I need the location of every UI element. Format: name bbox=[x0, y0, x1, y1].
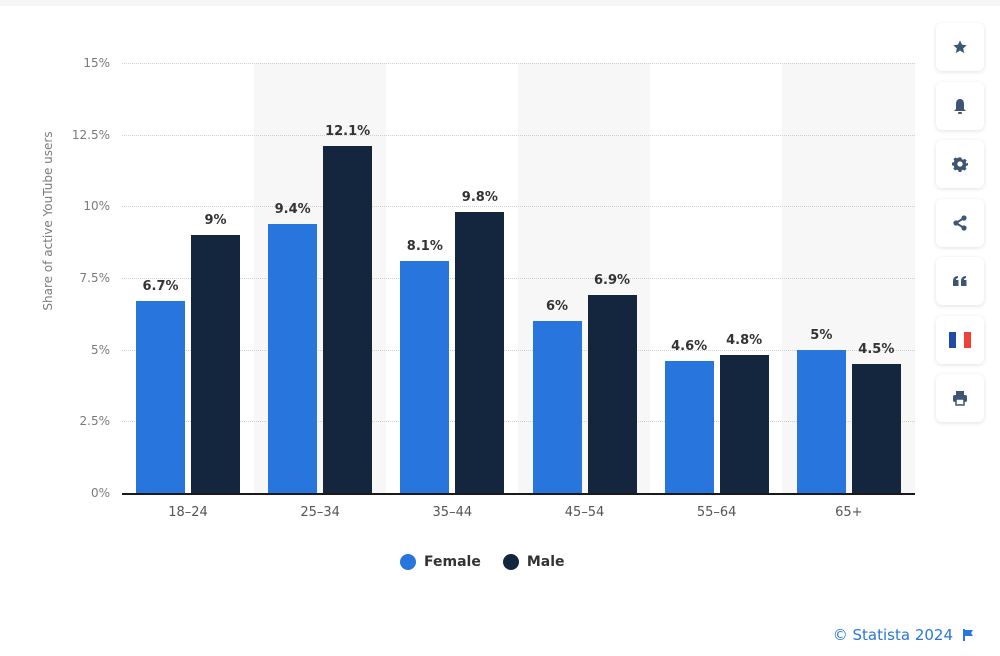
data-label: 4.8% bbox=[726, 333, 763, 349]
quote-icon bbox=[953, 276, 967, 286]
y-tick-label: 10% bbox=[83, 199, 110, 214]
legend: Female Male bbox=[400, 554, 577, 570]
bar-female[interactable] bbox=[796, 349, 846, 493]
bar-female[interactable] bbox=[268, 223, 318, 493]
bar-female[interactable] bbox=[400, 260, 450, 493]
data-label: 6.9% bbox=[593, 273, 631, 289]
x-tick-label: 18–24 bbox=[168, 505, 208, 520]
gridline bbox=[122, 421, 915, 423]
x-tick-label: 35–44 bbox=[432, 505, 473, 520]
data-label: 4.5% bbox=[858, 342, 895, 357]
plot-area: 0% 2.5% 5% 7.5% 10% 12.5% 15% 6.7% 9% 18–24 9.4% 12… bbox=[72, 56, 915, 520]
language-button[interactable] bbox=[936, 315, 984, 364]
gear-icon bbox=[952, 157, 968, 172]
footer: © Statista 2024 bbox=[833, 626, 974, 644]
y-tick-label: 2.5% bbox=[79, 414, 111, 429]
data-label: 9.4% bbox=[274, 201, 311, 217]
settings-button[interactable] bbox=[936, 140, 984, 188]
bar-female[interactable] bbox=[532, 321, 582, 493]
data-label: 6.7% bbox=[142, 278, 179, 294]
data-label: 6% bbox=[545, 299, 569, 314]
bar-male[interactable] bbox=[323, 146, 373, 493]
share-icon bbox=[953, 214, 967, 231]
print-icon bbox=[953, 391, 967, 406]
x-tick-label: 55–64 bbox=[696, 505, 737, 520]
data-label: 9.8% bbox=[461, 190, 498, 206]
data-label: 8.1% bbox=[406, 238, 443, 254]
statista-copyright-link[interactable]: © Statista 2024 bbox=[832, 626, 953, 644]
bar-male[interactable] bbox=[851, 364, 901, 493]
bar-male[interactable] bbox=[587, 295, 637, 493]
bar-female[interactable] bbox=[136, 300, 185, 493]
y-tick-label: 12.5% bbox=[71, 127, 110, 142]
gridline bbox=[122, 134, 915, 136]
notification-button[interactable] bbox=[936, 81, 984, 130]
data-label: 5% bbox=[810, 327, 833, 343]
y-tick-label: 7.5% bbox=[79, 271, 111, 285]
print-button[interactable] bbox=[936, 374, 984, 422]
data-label: 9% bbox=[204, 213, 227, 228]
gridline bbox=[122, 206, 915, 208]
legend-item-female[interactable]: Female bbox=[400, 554, 481, 570]
bar-female[interactable] bbox=[664, 361, 714, 493]
y-tick-label: 0% bbox=[90, 486, 110, 500]
y-tick-label: 5% bbox=[90, 342, 110, 357]
share-button[interactable] bbox=[936, 198, 984, 247]
x-axis-line bbox=[122, 493, 915, 495]
bar-male[interactable] bbox=[455, 212, 505, 493]
gridline bbox=[122, 278, 915, 279]
x-tick-label: 25–34 bbox=[300, 505, 340, 520]
flag-report-icon[interactable] bbox=[963, 629, 974, 641]
bar-male[interactable] bbox=[719, 355, 769, 493]
x-tick-label: 45–54 bbox=[564, 505, 605, 520]
french-flag-icon bbox=[949, 331, 971, 348]
cite-button[interactable] bbox=[936, 257, 984, 305]
favorite-button[interactable] bbox=[936, 23, 984, 71]
bell-icon bbox=[954, 98, 966, 114]
x-tick-label: 65+ bbox=[835, 505, 863, 520]
legend-item-male[interactable]: Male bbox=[502, 554, 565, 570]
y-tick-label: 15% bbox=[83, 56, 110, 70]
gridline bbox=[122, 349, 915, 351]
chart-card: Share of active YouTube users 0% 2.5% 5% 7.… bbox=[0, 6, 1000, 656]
male-dot-icon bbox=[502, 554, 519, 570]
gridline bbox=[122, 63, 915, 64]
bar-male[interactable] bbox=[191, 235, 240, 493]
star-icon bbox=[953, 40, 967, 54]
female-dot-icon bbox=[400, 554, 416, 570]
data-label: 4.6% bbox=[671, 339, 708, 355]
sidebar-toolbar bbox=[936, 23, 984, 433]
data-label: 12.1% bbox=[325, 124, 371, 140]
